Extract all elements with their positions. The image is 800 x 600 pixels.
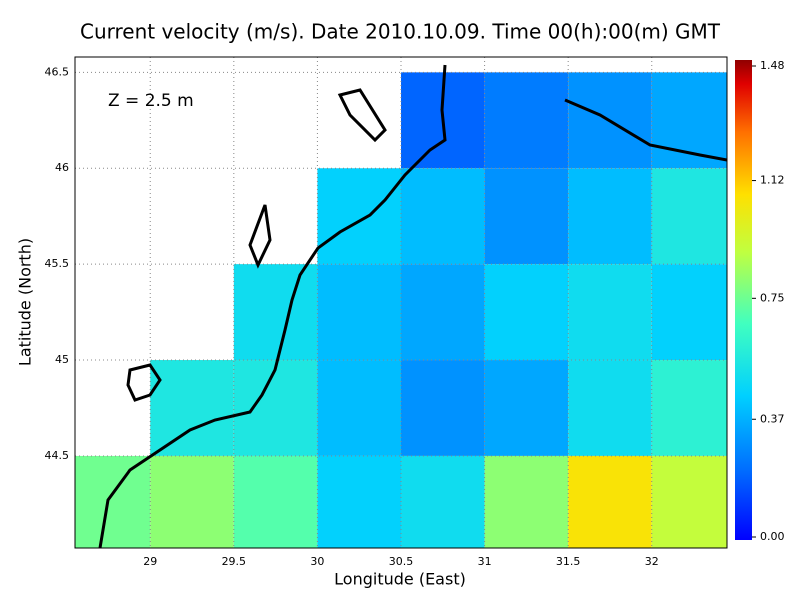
speed-cell [233,264,318,361]
speed-cell [75,455,151,548]
speed-cell [233,455,318,548]
y-tick-label: 44.5 [45,449,70,462]
y-tick-label: 45 [55,353,69,366]
speed-cell [568,360,652,456]
y-tick-label: 45.5 [45,257,70,270]
x-tick-label: 29 [143,555,157,568]
speed-cell [484,360,569,456]
y-axis-label: Latitude (North) [16,238,35,366]
colorbar-tick-label: 1.12 [760,174,785,187]
speed-cell [233,360,318,456]
x-tick-label: 31.5 [556,555,581,568]
x-tick-label: 31 [478,555,492,568]
x-tick-label: 32 [645,555,659,568]
speed-cell [568,264,652,361]
colorbar-tick-label: 0.75 [760,291,785,304]
speed-cell [150,455,234,548]
colorbar-tick-label: 0.37 [760,412,785,425]
x-tick-label: 30.5 [389,555,414,568]
speed-cell [484,455,569,548]
speed-cell [568,455,652,548]
annotation: Z = 2.5 m [108,91,194,111]
x-tick-label: 30 [310,555,324,568]
speed-cell [651,455,727,548]
speed-cell [317,168,401,265]
colorbar [735,60,752,540]
y-tick-label: 46 [55,161,69,174]
speed-cell [651,264,727,361]
speed-cell [651,360,727,456]
x-axis-label: Longitude (East) [334,570,466,589]
colorbar-tick-label: 0.00 [760,530,785,543]
speed-cell [484,72,569,169]
speed-cell [401,360,485,456]
speed-cell [484,264,569,361]
speed-cell [317,455,401,548]
speed-cell [150,360,234,456]
speed-cell [401,168,485,265]
y-tick-label: 46.5 [45,65,70,78]
speed-cell [484,168,569,265]
speed-cell [651,168,727,265]
speed-cell [401,455,485,548]
chart-title: Current velocity (m/s). Date 2010.10.09.… [80,20,721,44]
plot-frame [74,56,728,549]
coastline [126,88,727,402]
speed-cell [317,264,401,361]
speed-cell [317,360,401,456]
x-tick-label: 29.5 [222,555,247,568]
colorbar-tick-label: 1.48 [760,59,785,72]
coastline [98,64,447,548]
speed-cell [568,168,652,265]
speed-cell [401,264,485,361]
